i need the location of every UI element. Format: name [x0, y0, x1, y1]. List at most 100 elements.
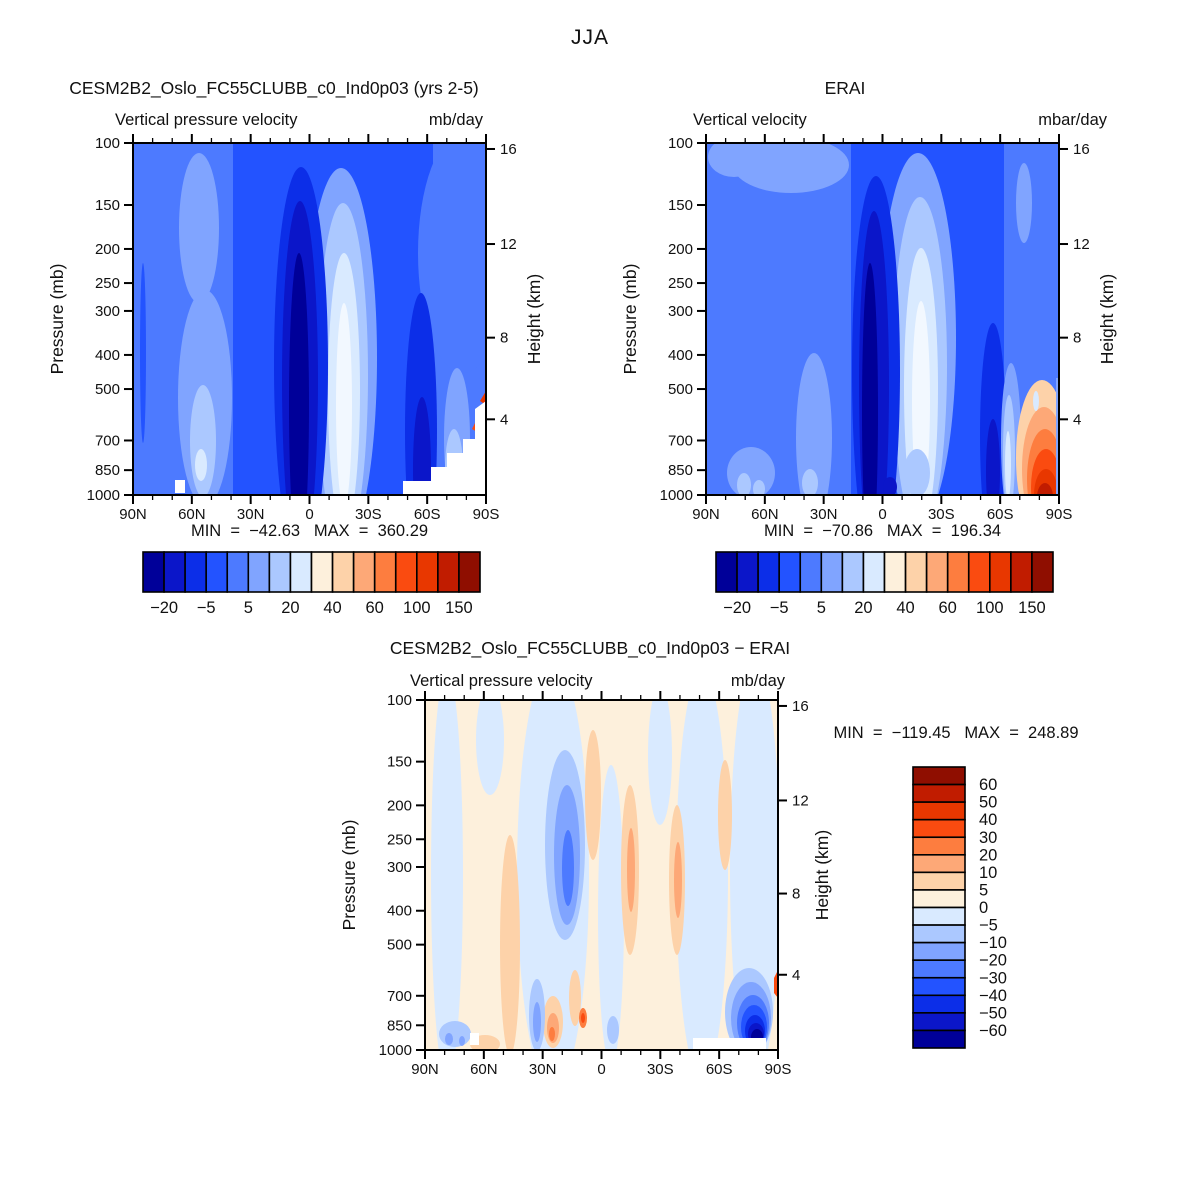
- colorbar-label: 5: [244, 599, 253, 617]
- colorbar-cell: [757, 551, 780, 593]
- pressure-tick-label: 500: [668, 381, 693, 398]
- x-tick-label: 0: [878, 506, 886, 523]
- colorbar-cell: [142, 551, 165, 593]
- colorbar-label: −20: [979, 952, 1007, 970]
- pressure-tick-label: 300: [387, 859, 412, 876]
- colorbar-cell: [912, 818, 966, 839]
- diff-field-label: Vertical pressure velocity: [410, 672, 593, 690]
- x-tick-label: 60S: [414, 506, 441, 523]
- colorbar-label: 20: [281, 599, 299, 617]
- pressure-axis-title: Pressure (mb): [620, 264, 640, 375]
- model-north-light-bands: [133, 143, 233, 495]
- model-units-label: mb/day: [428, 111, 483, 129]
- colorbar-label: −10: [979, 934, 1007, 952]
- model-colorbar: −20 −5 5 20 40 60 100 150: [142, 551, 481, 617]
- erai-field-label: Vertical velocity: [693, 111, 807, 129]
- pressure-tick-label: 100: [95, 135, 120, 152]
- x-tick-label: 90S: [765, 1061, 792, 1078]
- colorbar-cell: [883, 551, 907, 593]
- colorbar-cell: [373, 551, 397, 593]
- erai-subtitle-row: Vertical velocity mbar/day: [693, 111, 1107, 130]
- model-panel-title: CESM2B2_Oslo_FC55CLUBB_c0_Ind0p03 (yrs 2…: [69, 78, 479, 98]
- colorbar-label: −30: [979, 969, 1007, 987]
- height-tick-label: 12: [500, 236, 517, 253]
- colorbar-label: 40: [896, 599, 914, 617]
- colorbar-label: 60: [366, 599, 384, 617]
- x-tick-label: 60N: [178, 506, 206, 523]
- colorbar-cell: [437, 551, 460, 593]
- colorbar-label: −20: [723, 599, 751, 617]
- colorbar-label: 10: [979, 864, 997, 882]
- pressure-tick-label: 250: [668, 275, 693, 292]
- height-axis-title: Height (km): [1097, 274, 1117, 364]
- pressure-tick-label: 400: [387, 903, 412, 920]
- x-tick-label: 30S: [355, 506, 382, 523]
- colorbar-cell: [331, 551, 355, 593]
- pressure-axis-title: Pressure (mb): [339, 820, 359, 931]
- pressure-tick-label: 300: [95, 303, 120, 320]
- colorbar-cell: [912, 976, 966, 997]
- height-tick-label: 4: [500, 411, 508, 428]
- colorbar-cell: [912, 1012, 966, 1032]
- x-tick-label: 30N: [810, 506, 838, 523]
- colorbar-label: 100: [976, 599, 1004, 617]
- height-tick-label: 12: [1073, 236, 1090, 253]
- height-axis-title: Height (km): [524, 274, 544, 364]
- pressure-tick-label: 200: [95, 241, 120, 258]
- x-tick-label: 60N: [751, 506, 779, 523]
- colorbar-cell: [820, 551, 844, 593]
- height-tick-label: 4: [792, 967, 800, 984]
- x-tick-label: 60S: [987, 506, 1014, 523]
- colorbar-cell: [862, 551, 886, 593]
- model-minmax-stats: MIN = −42.63 MAX = 360.29: [190, 522, 429, 540]
- colorbar-label: 20: [979, 846, 997, 864]
- colorbar-cell: [184, 551, 207, 593]
- colorbar-label: 5: [817, 599, 826, 617]
- pressure-tick-label: 150: [95, 197, 120, 214]
- height-tick-label: 8: [1073, 330, 1081, 347]
- colorbar-label: −5: [197, 599, 216, 617]
- colorbar-label: −60: [979, 1022, 1007, 1040]
- pressure-tick-label: 1000: [379, 1042, 412, 1059]
- colorbar-cell: [946, 551, 970, 593]
- pressure-tick-label: 100: [387, 692, 412, 709]
- colorbar-cell: [967, 551, 991, 593]
- x-tick-label: 90S: [1046, 506, 1073, 523]
- colorbar-cell: [352, 551, 376, 593]
- colorbar-label: 100: [403, 599, 431, 617]
- colorbar-cell: [1010, 551, 1033, 593]
- colorbar-label: 150: [445, 599, 473, 617]
- x-tick-label: 60S: [706, 1061, 733, 1078]
- colorbar-cell: [912, 854, 966, 874]
- colorbar-cell: [912, 924, 966, 944]
- x-tick-label: 0: [305, 506, 313, 523]
- x-tick-label: 0: [597, 1061, 605, 1078]
- colorbar-cell: [904, 551, 928, 593]
- diff-contour-art: [425, 700, 778, 1050]
- colorbar-cell: [912, 871, 966, 891]
- colorbar-label: 5: [979, 881, 988, 899]
- pressure-tick-label: 200: [387, 797, 412, 814]
- colorbar-cell: [799, 551, 823, 593]
- colorbar-label: 20: [854, 599, 872, 617]
- pressure-tick-label: 700: [668, 432, 693, 449]
- colorbar-cell: [226, 551, 250, 593]
- colorbar-cell: [912, 783, 966, 803]
- pressure-tick-label: 1000: [660, 487, 693, 504]
- pressure-tick-label: 400: [668, 347, 693, 364]
- colorbar-cell: [912, 994, 966, 1014]
- pressure-tick-label: 500: [387, 937, 412, 954]
- colorbar-label: −5: [979, 917, 998, 935]
- colorbar-cell: [841, 551, 865, 593]
- pressure-tick-label: 300: [668, 303, 693, 320]
- model-subtitle-row: Vertical pressure velocity mb/day: [115, 111, 483, 130]
- colorbar-label: 40: [979, 811, 997, 829]
- pressure-tick-label: 700: [95, 432, 120, 449]
- height-tick-label: 8: [792, 886, 800, 903]
- erai-units-label: mbar/day: [1038, 111, 1107, 129]
- colorbar-cell: [715, 551, 738, 593]
- pressure-tick-label: 250: [95, 275, 120, 292]
- x-tick-label: 90N: [119, 506, 147, 523]
- colorbar-label: 0: [979, 899, 988, 917]
- diff-units-label: mb/day: [730, 672, 785, 690]
